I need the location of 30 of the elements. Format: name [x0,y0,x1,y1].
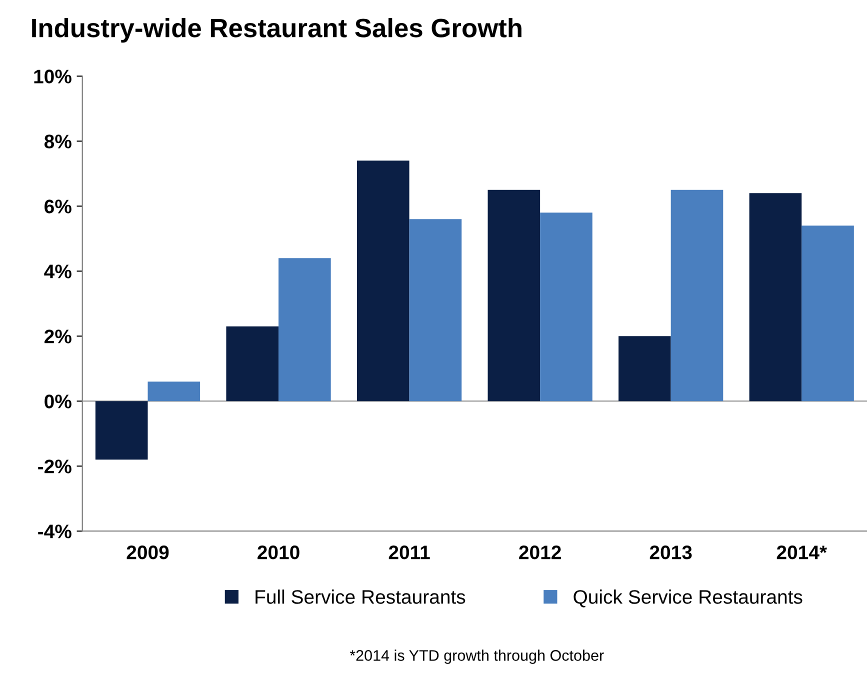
bar [356,160,410,402]
x-tick-label: 2011 [388,546,430,560]
bar [802,226,854,402]
bar [488,190,540,402]
bar [409,219,462,402]
bar [278,258,331,402]
legend-label: Full Service Restaurants [256,590,466,604]
y-tick-label: 6% [44,200,72,214]
x-tick-label: 2012 [519,546,561,560]
text: *2014 is YTD growth through October [350,650,604,664]
bar [540,212,592,402]
y-tick-label: 4% [44,264,72,278]
x-tick-label: 2010 [258,546,300,560]
y-tick-label: 0% [44,394,72,408]
bar [95,401,148,460]
bar [749,193,802,402]
bar [618,336,671,402]
y-tick-label: 10% [34,70,72,84]
y-tick-label: 8% [44,134,72,148]
y-tick-label: -2% [38,460,72,474]
y-tick-label: -4% [38,524,72,538]
x-tick-label: 2013 [650,546,692,560]
bar [148,382,200,402]
chart-title: Industry-wide Restaurant Sales Growth [32,18,522,43]
y-tick-label: 2% [44,330,72,344]
bar [670,190,724,402]
x-tick-label: 2014* [776,546,828,560]
x-tick-label: 2009 [126,546,169,560]
legend-label: Quick Service Restaurants [574,590,802,608]
bar [226,326,279,402]
